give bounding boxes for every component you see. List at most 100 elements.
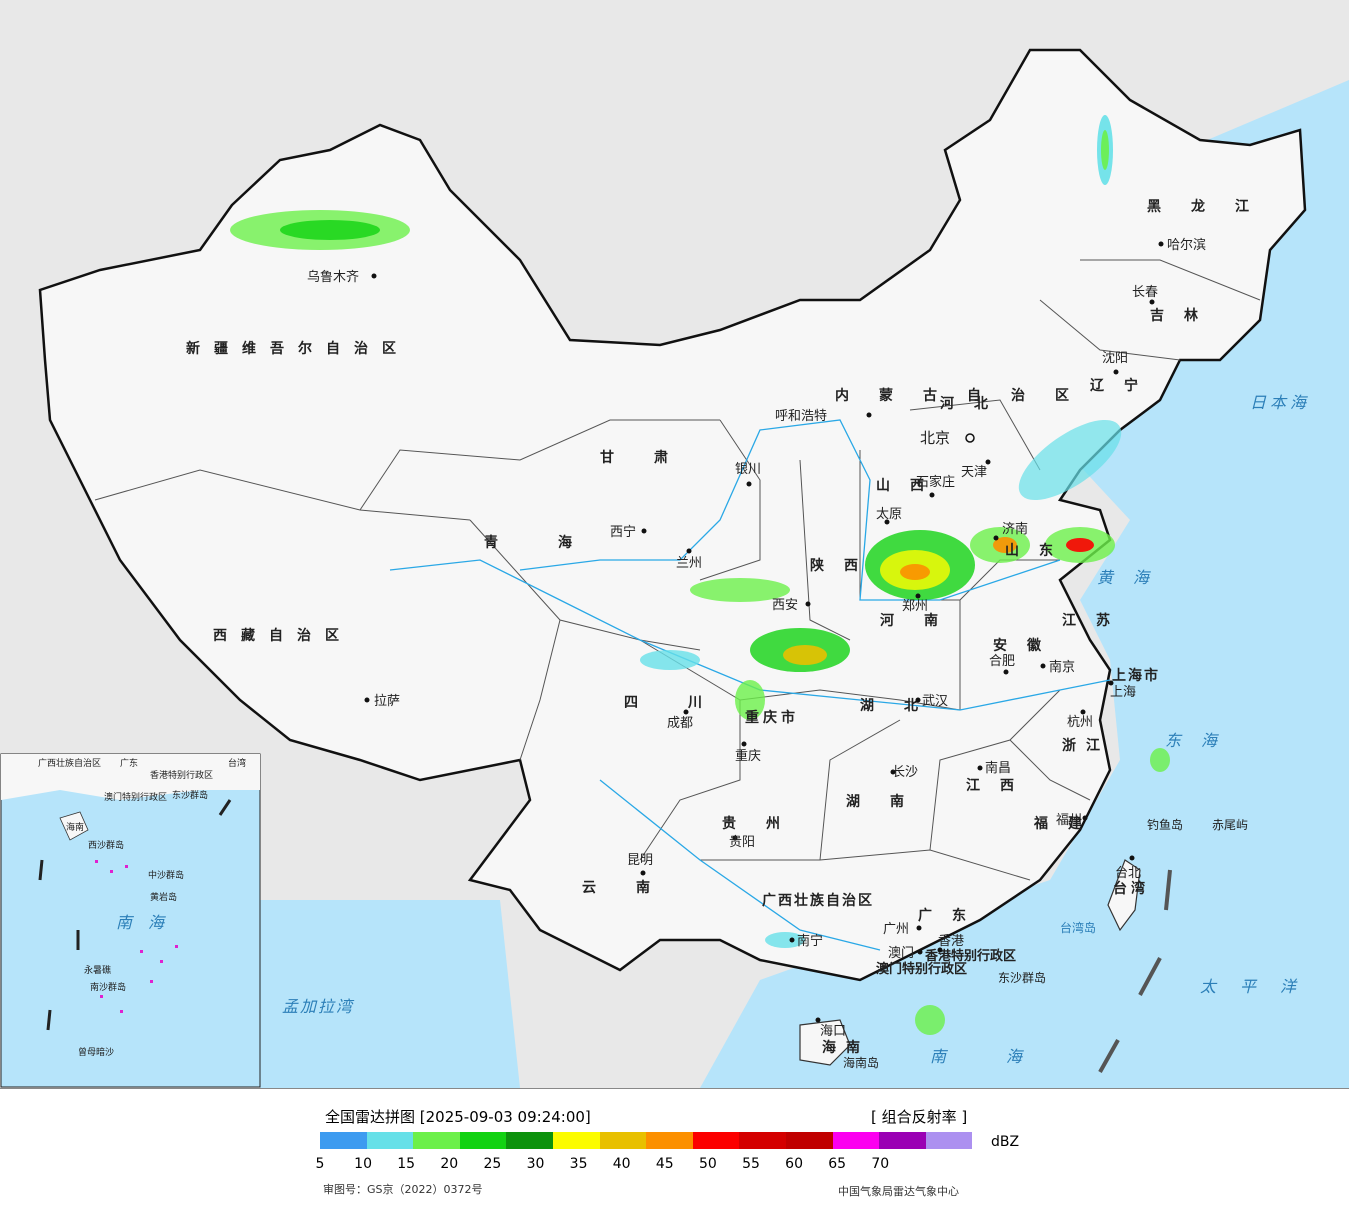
city-label-xian: 西安 <box>772 598 798 613</box>
city-label-hangzhou: 杭州 <box>1067 715 1093 730</box>
region-label-jiangxi: 江西 <box>966 777 1034 794</box>
hainan-island <box>799 1019 851 1066</box>
legend-swatch-10 <box>366 1132 414 1149</box>
inset-label-south-sea: 南海 <box>116 913 180 932</box>
city-label-jinan: 济南 <box>1002 521 1028 537</box>
region-label-shanghai: 上海市 <box>1112 667 1160 684</box>
region-label-henan: 河南 <box>880 612 968 629</box>
city-label-hongkong: 香港 <box>938 934 964 949</box>
ocean-east <box>700 300 1349 1088</box>
legend-tick-label: 25 <box>483 1156 502 1172</box>
city-label-nanjing: 南京 <box>1049 659 1075 675</box>
city-label-harbin: 哈尔滨 <box>1167 237 1206 253</box>
taiwan-island <box>1107 859 1141 932</box>
city-label-guangzhou: 广州 <box>883 922 909 937</box>
region-label-taiwan: 台湾 <box>1113 880 1149 897</box>
city-label-taiyuan: 太原 <box>876 507 902 522</box>
city-label-beijing: 北京 <box>920 429 950 447</box>
legend-swatch-50 <box>739 1132 786 1149</box>
region-label-jilin: 吉林 <box>1150 307 1218 324</box>
inset-label-zengmu: 曾母暗沙 <box>78 1046 114 1058</box>
south-china-sea-inset: 广西壮族自治区 广东 澳门特别行政区 香港特别行政区 台湾 东沙群岛 海南 西沙… <box>0 753 261 1088</box>
city-label-nanning: 南宁 <box>797 933 823 949</box>
region-label-gansu: 甘肃 <box>600 449 708 466</box>
region-label-shanxi: 山西 <box>876 478 944 494</box>
inset-label-guangxi: 广西壮族自治区 <box>38 757 101 769</box>
region-label-jiangsu: 江苏 <box>1062 612 1130 629</box>
map-canvas: 新疆维吾尔自治区 西藏自治区 青海 甘肃 黑龙江 吉林 辽宁 河北 山西 山东 … <box>0 0 1349 1088</box>
region-label-macau: 澳门特别行政区 <box>876 961 967 977</box>
legend-tick-label: 55 <box>742 1156 760 1172</box>
legend-credit: 中国气象局雷达气象中心 <box>838 1185 959 1198</box>
inset-label-hongkong: 香港特别行政区 <box>150 769 213 781</box>
region-label-guangxi: 广西壮族自治区 <box>762 892 874 909</box>
region-label-sichuan: 四川 <box>624 695 752 711</box>
region-label-neimenggu: 内蒙古自治区 <box>835 387 1099 404</box>
city-label-shenyang: 沈阳 <box>1102 351 1128 366</box>
legend-product: [ 组合反射率 ] <box>871 1108 968 1126</box>
legend-color-bar <box>320 1132 973 1149</box>
legend-swatch-65 <box>879 1132 926 1149</box>
sea-label-japan: 日本海 <box>1250 393 1310 412</box>
legend-tick-label: 60 <box>785 1156 804 1172</box>
china-landmass <box>38 48 1307 982</box>
boundary-dashes <box>1098 869 1172 1073</box>
legend-tick-label: 15 <box>397 1156 416 1172</box>
inset-label-dongsha: 东沙群岛 <box>172 789 208 801</box>
region-label-hebei: 河北 <box>940 395 1008 412</box>
inset-label-yongshu: 永暑礁 <box>84 964 111 976</box>
city-label-hohhot: 呼和浩特 <box>775 409 827 424</box>
island-label-diaoyu: 钓鱼岛 <box>1147 817 1183 832</box>
inset-label-guangdong: 广东 <box>120 757 138 769</box>
city-label-chongqing: 重庆 <box>735 748 761 764</box>
region-label-guizhou: 贵州 <box>722 815 810 832</box>
city-label-xining: 西宁 <box>610 524 636 540</box>
island-label-taiwan: 台湾岛 <box>1060 920 1096 935</box>
region-label-fujian: 福建 <box>1033 815 1102 832</box>
legend-tick-label: 20 <box>440 1156 459 1172</box>
region-label-anhui: 安徽 <box>993 637 1061 654</box>
city-label-shanghai: 上海 <box>1110 685 1136 700</box>
legend-tick-label: 30 <box>526 1156 545 1172</box>
region-label-xinjiang: 新疆维吾尔自治区 <box>186 340 410 357</box>
sea-label-bengal: 孟加拉湾 <box>282 997 355 1016</box>
legend-tick-label: 5 <box>315 1156 325 1172</box>
city-label-macau: 澳门 <box>888 945 914 961</box>
sea-label-east: 东海 <box>1165 731 1237 750</box>
legend-swatch-20 <box>459 1132 507 1149</box>
city-label-chengdu: 成都 <box>667 716 693 731</box>
city-label-tianjin: 天津 <box>961 465 987 480</box>
legend-swatch-15 <box>413 1132 460 1149</box>
region-label-heilongjiang: 黑龙江 <box>1147 198 1279 215</box>
legend-approval: 审图号：GS京（2022）0372号 <box>323 1183 483 1196</box>
legend-swatch-40 <box>646 1132 693 1149</box>
legend-swatch-70 <box>925 1132 973 1149</box>
city-label-zhengzhou: 郑州 <box>902 599 928 614</box>
city-label-haikou: 海口 <box>820 1024 846 1039</box>
inset-label-macau: 澳门特别行政区 <box>104 791 167 803</box>
city-label-kunming: 昆明 <box>627 853 653 868</box>
inset-label-xisha: 西沙群岛 <box>88 839 124 851</box>
city-label-nanchang: 南昌 <box>985 760 1011 776</box>
island-labels: 钓鱼岛 赤尾屿 台湾岛 东沙群岛 海南岛 <box>843 817 1248 1070</box>
bay-of-bengal <box>200 900 520 1088</box>
inset-label-zhongsha: 中沙群岛 <box>148 869 184 881</box>
legend-tick-label: 70 <box>871 1156 890 1172</box>
region-labels: 新疆维吾尔自治区 西藏自治区 青海 甘肃 黑龙江 吉林 辽宁 河北 山西 山东 … <box>186 198 1279 1056</box>
legend-swatch-30 <box>552 1132 600 1149</box>
sea-labels: 日本海 黄海 东海 太平洋 南海 孟加拉湾 <box>282 393 1310 1066</box>
city-label-hefei: 合肥 <box>989 654 1015 669</box>
island-label-hainan: 海南岛 <box>843 1055 879 1070</box>
legend-tick-label: 65 <box>828 1156 847 1172</box>
island-label-dongsha: 东沙群岛 <box>998 970 1046 985</box>
city-label-guiyang: 贵阳 <box>729 835 755 850</box>
legend-unit: dBZ <box>991 1134 1020 1150</box>
city-label-changchun: 长春 <box>1132 285 1158 300</box>
legend-tick-label: 35 <box>569 1156 588 1172</box>
legend-swatch-5 <box>320 1132 367 1149</box>
city-label-lhasa: 拉萨 <box>374 694 400 709</box>
city-labels: 乌鲁木齐 拉萨 西宁 兰州 银川 呼和浩特 北京 天津 石家庄 太原 济南 郑州… <box>307 237 1206 1039</box>
city-label-changsha: 长沙 <box>892 765 918 780</box>
region-label-hunan: 湖南 <box>846 793 934 810</box>
